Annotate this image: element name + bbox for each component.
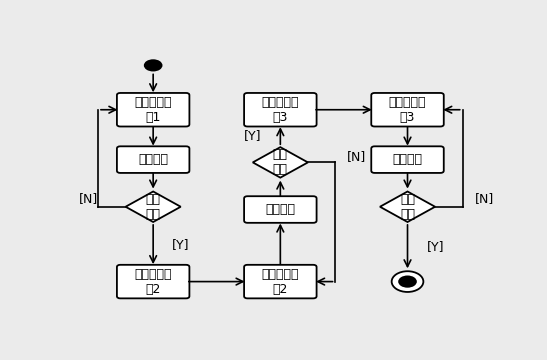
Text: 执行计算任
务1: 执行计算任 务1: [135, 96, 172, 124]
Circle shape: [144, 59, 162, 72]
Text: [Y]: [Y]: [244, 129, 261, 142]
Text: 调用计算节
点3: 调用计算节 点3: [261, 96, 299, 124]
Text: [N]: [N]: [474, 192, 494, 205]
Polygon shape: [126, 192, 181, 222]
FancyBboxPatch shape: [244, 93, 317, 126]
FancyBboxPatch shape: [117, 146, 189, 173]
Text: 执行
成功: 执行 成功: [146, 193, 161, 221]
Text: 成功触发: 成功触发: [393, 153, 422, 166]
Text: [Y]: [Y]: [172, 238, 190, 251]
FancyBboxPatch shape: [371, 93, 444, 126]
Text: 执行
成功: 执行 成功: [400, 193, 415, 221]
Polygon shape: [380, 192, 435, 222]
Text: 执行计算任
务2: 执行计算任 务2: [261, 267, 299, 296]
Text: [Y]: [Y]: [427, 240, 444, 253]
Text: 执行计算任
务3: 执行计算任 务3: [389, 96, 426, 124]
Text: [N]: [N]: [347, 150, 366, 163]
FancyBboxPatch shape: [244, 196, 317, 223]
Circle shape: [398, 275, 417, 288]
FancyBboxPatch shape: [117, 265, 189, 298]
FancyBboxPatch shape: [117, 93, 189, 126]
Text: 成功触发: 成功触发: [138, 153, 168, 166]
FancyBboxPatch shape: [371, 146, 444, 173]
Text: 执行
成功: 执行 成功: [273, 148, 288, 176]
Circle shape: [392, 271, 423, 292]
Text: [N]: [N]: [79, 192, 98, 205]
Text: 调用计算节
点2: 调用计算节 点2: [135, 267, 172, 296]
FancyBboxPatch shape: [244, 265, 317, 298]
Text: 成功触发: 成功触发: [265, 203, 295, 216]
Polygon shape: [253, 147, 308, 177]
